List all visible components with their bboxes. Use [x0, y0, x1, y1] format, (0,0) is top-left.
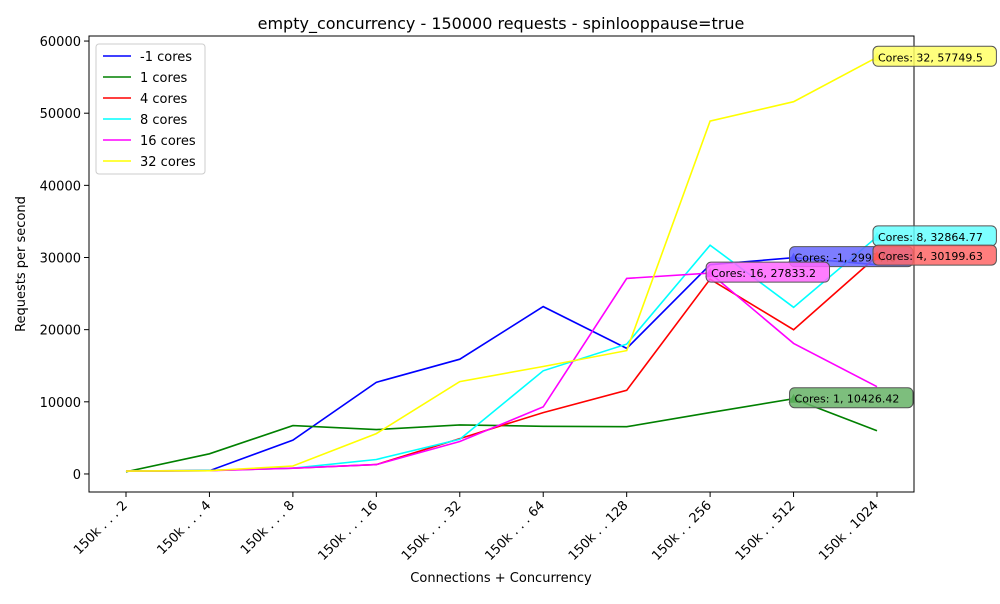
- legend-item: 4 cores: [103, 92, 188, 107]
- annotation-text: Cores: 32, 57749.5: [878, 51, 983, 64]
- legend-item: 1 cores: [103, 71, 188, 86]
- series-line: [125, 56, 878, 472]
- legend-label: 4 cores: [140, 92, 188, 107]
- legend-item: 16 cores: [103, 134, 196, 149]
- y-tick-label: 40000: [40, 179, 81, 194]
- series-line: [125, 272, 878, 472]
- annotation-box: [872, 244, 997, 266]
- annotation-box: [789, 387, 914, 409]
- annotation-text: Cores: -1, 29977.0: [795, 252, 897, 265]
- annotation-box: [705, 261, 831, 283]
- legend-label: 32 cores: [140, 155, 196, 170]
- y-tick-label: 60000: [40, 35, 81, 50]
- y-tick-label: 50000: [40, 107, 81, 122]
- series-layer: [125, 56, 878, 473]
- y-axis: 0 10000 20000 30000 40000 50000 60000: [40, 35, 89, 483]
- annotation-label: Cores: 1, 10426.42: [789, 387, 914, 409]
- y-tick-label: 30000: [40, 252, 81, 267]
- y-tick-label: 10000: [40, 396, 81, 411]
- annotation-label: Cores: 8, 32864.77: [872, 225, 997, 247]
- legend: -1 cores 1 cores 4 cores 8 cores 16 cores 32 …: [95, 43, 206, 175]
- legend-label: 16 cores: [140, 134, 196, 149]
- chart-title: empty_concurrency - 150000 requests - sp…: [258, 14, 745, 34]
- legend-label: 1 cores: [140, 71, 188, 86]
- legend-item: -1 cores: [103, 50, 192, 65]
- annotation-label: Cores: 16, 27833.2: [705, 261, 831, 283]
- annotation-text: Cores: 8, 32864.77: [878, 231, 983, 244]
- annotation-text: Cores: 1, 10426.42: [795, 393, 900, 406]
- y-tick-label: 20000: [40, 324, 81, 339]
- legend-item: 32 cores: [103, 155, 196, 170]
- legend-label: 8 cores: [140, 113, 188, 128]
- annotation-text: Cores: 4, 30199.63: [878, 250, 983, 263]
- annotation-text: Cores: 16, 27833.2: [711, 267, 816, 280]
- legend-item: 8 cores: [103, 113, 188, 128]
- x-axis-label: Connections + Concurrency: [410, 571, 592, 586]
- annotation-label: Cores: 4, 30199.63: [872, 244, 997, 266]
- annotation-label: Cores: 32, 57749.5: [872, 45, 997, 67]
- y-axis-label: Requests per second: [14, 196, 29, 332]
- annotation-box: [872, 45, 997, 67]
- y-tick-label: 0: [73, 468, 81, 483]
- legend-label: -1 cores: [140, 50, 192, 65]
- series-line: [125, 256, 878, 472]
- annotation-layer: Cores: 32, 57749.5 Cores: 8, 32864.77 Core…: [705, 45, 997, 409]
